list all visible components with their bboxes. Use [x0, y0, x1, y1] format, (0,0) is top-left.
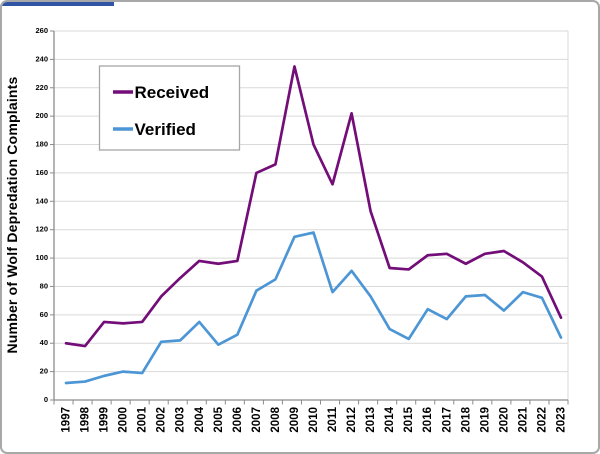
- y-tick-label: 60: [40, 310, 48, 319]
- x-tick-label: 2014: [384, 406, 396, 432]
- x-tick-label: 2001: [137, 406, 149, 432]
- x-tick-label: 2019: [479, 407, 491, 433]
- x-tick-label: 2018: [460, 406, 472, 432]
- y-tick-label: 0: [44, 395, 48, 404]
- x-tick-label: 2004: [194, 406, 206, 432]
- x-tick-label: 2005: [213, 406, 225, 432]
- x-tick-label: 2010: [308, 407, 320, 433]
- x-tick-label: 2000: [118, 407, 130, 433]
- y-tick-label: 40: [40, 338, 48, 347]
- x-tick-label: 2023: [555, 407, 567, 433]
- x-tick-label: 2017: [441, 407, 453, 433]
- series-line-verified: [64, 231, 563, 385]
- y-tick-label: 120: [35, 225, 48, 234]
- y-axis-title: Number of Wolf Depredation Complaints: [4, 76, 20, 353]
- x-tick-label: 2006: [232, 407, 244, 433]
- y-tick-label: 80: [40, 281, 48, 290]
- x-tick-label: 2016: [422, 407, 434, 433]
- x-tick-label: 2007: [251, 407, 263, 433]
- legend-label-verified: Verified: [135, 120, 196, 139]
- x-tick-label: 2011: [327, 406, 339, 432]
- x-tick-label: 2020: [498, 407, 510, 433]
- y-tick-label: 100: [35, 253, 48, 262]
- x-tick-label: 2003: [175, 407, 187, 433]
- x-tick-label: 2015: [403, 406, 415, 432]
- x-tick-label: 2013: [365, 407, 377, 433]
- y-tick-label: 180: [35, 140, 48, 149]
- x-tick-label: 2009: [289, 407, 301, 433]
- y-tick-label: 200: [35, 111, 48, 120]
- x-tick-label: 2012: [346, 407, 358, 433]
- x-tick-label: 2022: [536, 407, 548, 433]
- legend-label-received: Received: [135, 83, 210, 102]
- y-tick-label: 220: [35, 83, 48, 92]
- x-tick-label: 1999: [99, 407, 111, 433]
- x-tick-label: 1997: [61, 407, 73, 433]
- y-tick-label: 240: [35, 54, 48, 63]
- legend-box: [98, 65, 241, 151]
- y-tick-label: 260: [35, 26, 48, 35]
- y-tick-label: 20: [40, 367, 48, 376]
- y-tick-label: 140: [35, 196, 48, 205]
- legend: Received Verified: [98, 65, 241, 151]
- series-line-received: [64, 65, 563, 348]
- x-tick-label: 2008: [270, 406, 282, 432]
- x-tick-label: 2002: [156, 407, 168, 433]
- y-tick-label: 160: [35, 168, 48, 177]
- window-edge-strip: [2, 2, 114, 6]
- x-tick-label: 2021: [517, 406, 529, 432]
- x-tick-label: 1998: [80, 406, 92, 432]
